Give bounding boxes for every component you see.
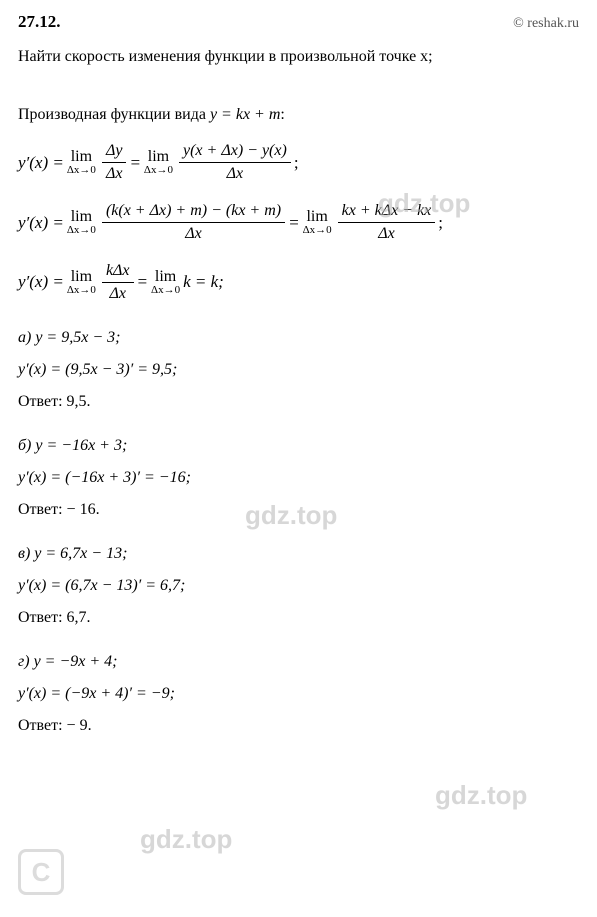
watermark: gdz.top xyxy=(140,824,232,855)
fraction: (k(x + Δx) + m) − (kx + m) Δx xyxy=(102,202,285,244)
lim-block: lim Δx→0 xyxy=(144,149,173,176)
semicolon: ; xyxy=(438,213,443,233)
section-b: б) y = −16x + 3; y′(x) = (−16x + 3)′ = −… xyxy=(18,437,579,519)
theory-intro: Производная функции вида y = kx + m: xyxy=(18,106,579,124)
lim-block: lim Δx→0 xyxy=(67,269,96,296)
answer-value: 9,5. xyxy=(63,393,91,410)
section-a: а) y = 9,5x − 3; y′(x) = (9,5x − 3)′ = 9… xyxy=(18,329,579,411)
lim-label: lim xyxy=(155,269,176,285)
answer: Ответ: 6,7. xyxy=(18,609,579,627)
fraction: kx + kΔx − kx Δx xyxy=(338,202,436,244)
answer-label: Ответ: xyxy=(18,609,63,626)
lim-block: lim Δx→0 xyxy=(67,209,96,236)
header: 27.12. © reshak.ru xyxy=(18,12,579,32)
lim-sub: Δx→0 xyxy=(67,165,96,176)
eq: = xyxy=(288,213,299,233)
lim-label: lim xyxy=(71,149,92,165)
semicolon: ; xyxy=(294,153,299,173)
problem-number: 27.12. xyxy=(18,12,61,32)
fraction: Δy Δx xyxy=(102,142,127,184)
answer-label: Ответ: xyxy=(18,393,63,410)
lim-sub: Δx→0 xyxy=(67,225,96,236)
lim-label: lim xyxy=(71,269,92,285)
rhs: k = k; xyxy=(183,272,224,292)
fraction: y(x + Δx) − y(x) Δx xyxy=(179,142,291,184)
section-v: в) y = 6,7x − 13; y′(x) = (6,7x − 13)′ =… xyxy=(18,545,579,627)
section-derivative: y′(x) = (9,5x − 3)′ = 9,5; xyxy=(18,361,579,379)
answer: Ответ: − 9. xyxy=(18,717,579,735)
lhs: y′(x) = xyxy=(18,213,64,233)
section-label: в) y = 6,7x − 13; xyxy=(18,545,579,563)
answer-label: Ответ: xyxy=(18,501,63,518)
frac-bot: Δx xyxy=(374,223,399,243)
eq: = xyxy=(137,272,148,292)
answer-value: − 16. xyxy=(63,501,100,518)
lim-block: lim Δx→0 xyxy=(151,269,180,296)
lim-label: lim xyxy=(306,209,327,225)
lim-block: lim Δx→0 xyxy=(303,209,332,236)
answer-value: 6,7. xyxy=(63,609,91,626)
frac-top: kΔx xyxy=(102,262,134,283)
section-label: а) y = 9,5x − 3; xyxy=(18,329,579,347)
answer: Ответ: − 16. xyxy=(18,501,579,519)
frac-top: (k(x + Δx) + m) − (kx + m) xyxy=(102,202,285,223)
lim-label: lim xyxy=(148,149,169,165)
section-derivative: y′(x) = (−9x + 4)′ = −9; xyxy=(18,685,579,703)
answer-label: Ответ: xyxy=(18,717,63,734)
formula-line-3: y′(x) = lim Δx→0 kΔx Δx = lim Δx→0 k = k… xyxy=(18,262,579,304)
lim-sub: Δx→0 xyxy=(151,285,180,296)
frac-bot: Δx xyxy=(223,163,248,183)
lim-block: lim Δx→0 xyxy=(67,149,96,176)
frac-top: Δy xyxy=(102,142,127,163)
eq: = xyxy=(129,153,140,173)
lim-sub: Δx→0 xyxy=(67,285,96,296)
section-g: г) y = −9x + 4; y′(x) = (−9x + 4)′ = −9;… xyxy=(18,653,579,735)
section-label: г) y = −9x + 4; xyxy=(18,653,579,671)
answer: Ответ: 9,5. xyxy=(18,393,579,411)
frac-bot: Δx xyxy=(102,163,127,183)
frac-bot: Δx xyxy=(105,283,130,303)
lhs: y′(x) = xyxy=(18,153,64,173)
formula-line-2: y′(x) = lim Δx→0 (k(x + Δx) + m) − (kx +… xyxy=(18,202,579,244)
frac-bot: Δx xyxy=(181,223,206,243)
lim-sub: Δx→0 xyxy=(144,165,173,176)
section-derivative: y′(x) = (6,7x − 13)′ = 6,7; xyxy=(18,577,579,595)
copyright: © reshak.ru xyxy=(513,16,579,32)
answer-value: − 9. xyxy=(63,717,92,734)
frac-top: y(x + Δx) − y(x) xyxy=(179,142,291,163)
lhs: y′(x) = xyxy=(18,272,64,292)
task-text: Найти скорость изменения функции в произ… xyxy=(18,48,579,66)
section-derivative: y′(x) = (−16x + 3)′ = −16; xyxy=(18,469,579,487)
lim-sub: Δx→0 xyxy=(303,225,332,236)
copyright-mark-icon: C xyxy=(18,849,64,895)
watermark: gdz.top xyxy=(435,780,527,811)
section-label: б) y = −16x + 3; xyxy=(18,437,579,455)
formula-line-1: y′(x) = lim Δx→0 Δy Δx = lim Δx→0 y(x + … xyxy=(18,142,579,184)
fraction: kΔx Δx xyxy=(102,262,134,304)
lim-label: lim xyxy=(71,209,92,225)
frac-top: kx + kΔx − kx xyxy=(338,202,436,223)
